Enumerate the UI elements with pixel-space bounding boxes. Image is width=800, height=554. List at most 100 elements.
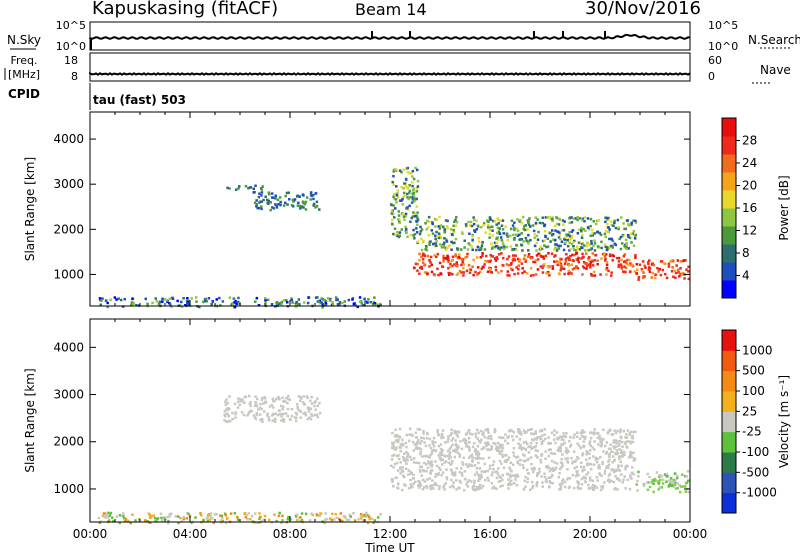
power-data-cell: [625, 247, 628, 251]
velocity-data-cell: [420, 436, 423, 440]
velocity-data-cell: [616, 429, 619, 433]
velocity-data-cell: [484, 428, 487, 432]
velocity-data-cell: [515, 475, 519, 478]
power-data-cell: [486, 260, 489, 263]
power-data-cell: [132, 302, 135, 306]
velocity-data-cell: [427, 461, 431, 465]
power-data-cell: [463, 239, 466, 242]
velocity-data-cell: [491, 463, 495, 467]
velocity-data-cell: [441, 429, 445, 432]
velocity-data-cell: [401, 455, 405, 459]
power-data-cell: [461, 261, 465, 264]
velocity-data-cell: [515, 484, 519, 487]
velocity-data-cell: [254, 417, 258, 421]
power-data-cell: [401, 197, 404, 201]
power-data-cell: [607, 269, 610, 273]
velocity-data-cell: [419, 442, 422, 445]
power-data-cell: [581, 218, 584, 222]
velocity-data-cell: [339, 512, 342, 515]
power-data-cell: [472, 216, 475, 219]
velocity-data-cell: [522, 441, 526, 444]
velocity-data-cell: [518, 438, 522, 441]
velocity-data-cell: [541, 485, 544, 488]
power-data-cell: [632, 244, 636, 247]
velocity-data-cell: [340, 519, 343, 523]
power-data-cell: [506, 274, 509, 277]
velocity-data-cell: [357, 518, 360, 521]
power-data-cell: [556, 222, 559, 226]
velocity-data-cell: [395, 439, 398, 442]
velocity-data-cell: [535, 484, 538, 488]
power-data-cell: [489, 218, 492, 221]
velocity-data-cell: [419, 450, 423, 454]
velocity-data-cell: [605, 452, 608, 455]
power-data-cell: [531, 256, 534, 259]
velocity-data-cell: [534, 449, 538, 452]
velocity-data-cell: [622, 478, 625, 482]
velocity-data-cell: [565, 432, 568, 435]
power-data-cell: [462, 274, 465, 277]
power-data-cell: [460, 263, 463, 267]
velocity-data-cell: [471, 445, 475, 449]
power-data-cell: [581, 256, 584, 259]
velocity-data-cell: [444, 455, 447, 458]
velocity-data-cell: [553, 452, 557, 455]
power-data-cell: [490, 255, 493, 258]
power-data-cell: [491, 229, 494, 232]
velocity-data-cell: [547, 436, 550, 439]
velocity-data-cell: [412, 473, 415, 477]
velocity-data-cell: [464, 477, 467, 481]
velocity-data-cell: [168, 515, 171, 518]
velocity-data-cell: [476, 450, 480, 453]
power-data-cell: [331, 304, 335, 307]
power-data-cell: [434, 225, 437, 228]
power-data-cell: [435, 218, 438, 221]
velocity-data-cell: [659, 478, 662, 482]
power-data-cell: [576, 218, 579, 222]
power-data-cell: [612, 224, 615, 228]
velocity-data-cell: [470, 453, 474, 457]
power-data-cell: [468, 271, 472, 274]
velocity-data-cell: [581, 429, 584, 432]
power-data-cell: [269, 208, 272, 212]
velocity-data-cell: [164, 517, 167, 521]
power-data-cell: [501, 242, 505, 245]
power-data-cell: [660, 260, 664, 263]
velocity-data-cell: [399, 443, 403, 446]
power-data-cell: [404, 225, 407, 229]
power-data-cell: [260, 200, 263, 203]
velocity-data-cell: [236, 518, 240, 521]
velocity-data-cell: [621, 445, 624, 448]
velocity-data-cell: [286, 518, 290, 521]
power-data-cell: [429, 261, 432, 264]
velocity-data-cell: [591, 483, 595, 487]
velocity-data-cell: [390, 446, 394, 450]
power-data-cell: [593, 239, 596, 242]
power-data-cell: [469, 220, 473, 224]
velocity-data-cell: [603, 472, 607, 475]
power-data-cell: [514, 233, 518, 236]
velocity-data-cell: [492, 460, 496, 463]
velocity-data-cell: [559, 435, 562, 438]
velocity-colorbar-swatch: [722, 431, 736, 453]
velocity-data-cell: [477, 461, 480, 465]
velocity-data-cell: [455, 430, 458, 434]
power-data-cell: [561, 229, 564, 232]
power-data-cell: [573, 248, 576, 252]
velocity-data-cell: [450, 460, 454, 463]
velocity-data-cell: [660, 486, 663, 489]
power-data-cell: [619, 247, 623, 251]
power-data-cell: [619, 263, 623, 266]
power-data-cell: [184, 304, 187, 307]
power-data-cell: [486, 270, 490, 273]
power-data-cell: [600, 240, 603, 244]
power-data-cell: [286, 203, 289, 206]
power-data-cell: [326, 297, 330, 300]
power-data-cell: [358, 300, 362, 303]
power-data-cell: [544, 216, 548, 219]
power-data-cell: [392, 204, 395, 207]
velocity-data-cell: [444, 482, 447, 485]
velocity-data-cell: [296, 407, 299, 410]
velocity-data-cell: [258, 517, 261, 520]
power-data-cell: [560, 258, 563, 261]
